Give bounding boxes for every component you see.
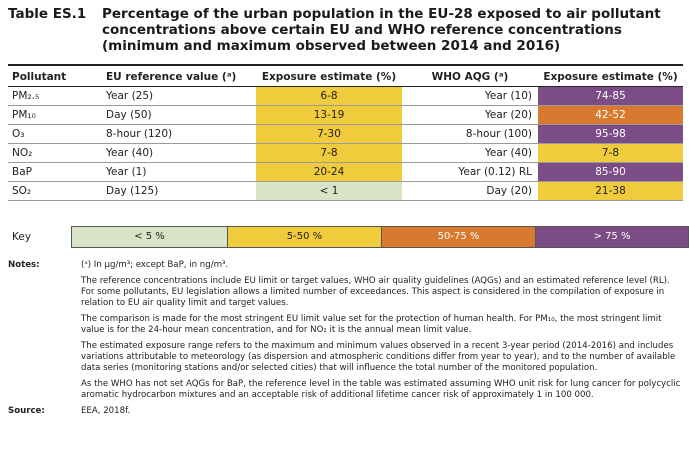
note-paragraph: As the WHO has not set AQGs for BaP, the… bbox=[81, 379, 681, 400]
top-rule bbox=[8, 64, 683, 66]
eu-exposure-cell: < 1 bbox=[256, 182, 402, 200]
key-item: 5-50 % bbox=[228, 227, 382, 247]
table-caption: Table ES.1 Percentage of the urban popul… bbox=[8, 6, 683, 54]
note-paragraph: The comparison is made for the most stri… bbox=[81, 314, 662, 335]
notes-section: Notes: (ᵃ) In μg/m³; except BaP, in ng/m… bbox=[8, 260, 683, 422]
exposure-table: Pollutant EU reference value (ᵃ) Exposur… bbox=[8, 68, 683, 201]
header-eu-exposure: Exposure estimate (%) bbox=[261, 71, 397, 83]
eu-reference-cell: Year (1) bbox=[106, 166, 147, 178]
pollutant-cell: BaP bbox=[12, 166, 32, 178]
who-exposure-cell: 85-90 bbox=[538, 163, 683, 181]
eu-reference-cell: Day (50) bbox=[106, 109, 152, 121]
who-aqg-cell: 8-hour (100) bbox=[465, 128, 532, 140]
who-aqg-cell: Day (20) bbox=[486, 185, 532, 197]
who-exposure-cell: 74-85 bbox=[538, 87, 683, 105]
note-paragraph: The estimated exposure range refers to t… bbox=[81, 341, 676, 373]
pollutant-cell: NO₂ bbox=[12, 147, 33, 159]
key-item: > 75 % bbox=[536, 227, 688, 247]
notes-label: Notes: bbox=[8, 260, 40, 270]
table-row: O₃ 8-hour (120) 7-30 8-hour (100) 95-98 bbox=[8, 125, 683, 144]
table-header-row: Pollutant EU reference value (ᵃ) Exposur… bbox=[8, 68, 683, 87]
pollutant-cell: PM₂.₅ bbox=[12, 90, 40, 102]
who-exposure-cell: 95-98 bbox=[538, 125, 683, 143]
who-aqg-cell: Year (20) bbox=[484, 109, 532, 121]
key-legend: Key < 5 % 5-50 % 50-75 % > 75 % bbox=[8, 226, 689, 248]
table-body: PM₂.₅ Year (25) 6-8 Year (10) 74-85 PM₁₀ Day (… bbox=[8, 87, 683, 201]
who-aqg-cell: Year (0.12) RL bbox=[458, 166, 532, 178]
header-who-exposure: Exposure estimate (%) bbox=[543, 71, 678, 83]
table-row: SO₂ Day (125) < 1 Day (20) 21-38 bbox=[8, 182, 683, 201]
eu-exposure-cell: 7-8 bbox=[256, 144, 402, 162]
table-id: Table ES.1 bbox=[8, 6, 87, 22]
table-row: PM₂.₅ Year (25) 6-8 Year (10) 74-85 bbox=[8, 87, 683, 106]
table-row: PM₁₀ Day (50) 13-19 Year (20) 42-52 bbox=[8, 106, 683, 125]
eu-reference-cell: Year (40) bbox=[106, 147, 154, 159]
who-aqg-cell: Year (10) bbox=[484, 90, 532, 102]
who-exposure-cell: 21-38 bbox=[538, 182, 683, 200]
header-pollutant: Pollutant bbox=[12, 71, 67, 83]
who-exposure-cell: 7-8 bbox=[538, 144, 683, 162]
eu-reference-cell: 8-hour (120) bbox=[106, 128, 173, 140]
key-item: 50-75 % bbox=[382, 227, 536, 247]
key-scale: < 5 % 5-50 % 50-75 % > 75 % bbox=[71, 226, 689, 248]
header-who-aqg: WHO AQG (ᵃ) bbox=[431, 71, 509, 83]
eu-reference-cell: Day (125) bbox=[106, 185, 159, 197]
header-eu-reference: EU reference value (ᵃ) bbox=[106, 71, 237, 83]
key-label: Key bbox=[12, 231, 32, 243]
note-paragraph: The reference concentrations include EU … bbox=[81, 276, 670, 308]
pollutant-cell: O₃ bbox=[12, 128, 25, 140]
source-label: Source: bbox=[8, 406, 45, 416]
notes-block: Notes: (ᵃ) In μg/m³; except BaP, in ng/m… bbox=[8, 260, 683, 401]
who-exposure-cell: 42-52 bbox=[538, 106, 683, 124]
source-block: Source: EEA, 2018f. bbox=[8, 406, 683, 417]
table-row: BaP Year (1) 20-24 Year (0.12) RL 85-90 bbox=[8, 163, 683, 182]
table-row: NO₂ Year (40) 7-8 Year (40) 7-8 bbox=[8, 144, 683, 163]
notes-text: (ᵃ) In μg/m³; except BaP, in ng/m³. The r… bbox=[81, 260, 683, 401]
key-item: < 5 % bbox=[72, 227, 228, 247]
eu-exposure-cell: 13-19 bbox=[256, 106, 402, 124]
note-paragraph: (ᵃ) In μg/m³; except BaP, in ng/m³. bbox=[81, 260, 229, 270]
eu-exposure-cell: 20-24 bbox=[256, 163, 402, 181]
who-aqg-cell: Year (40) bbox=[484, 147, 532, 159]
source-text: EEA, 2018f. bbox=[81, 406, 131, 416]
pollutant-cell: PM₁₀ bbox=[12, 109, 36, 121]
pollutant-cell: SO₂ bbox=[12, 185, 32, 197]
eu-reference-cell: Year (25) bbox=[106, 90, 154, 102]
eu-exposure-cell: 6-8 bbox=[256, 87, 402, 105]
table-title: Percentage of the urban population in th… bbox=[102, 6, 661, 54]
eu-exposure-cell: 7-30 bbox=[256, 125, 402, 143]
